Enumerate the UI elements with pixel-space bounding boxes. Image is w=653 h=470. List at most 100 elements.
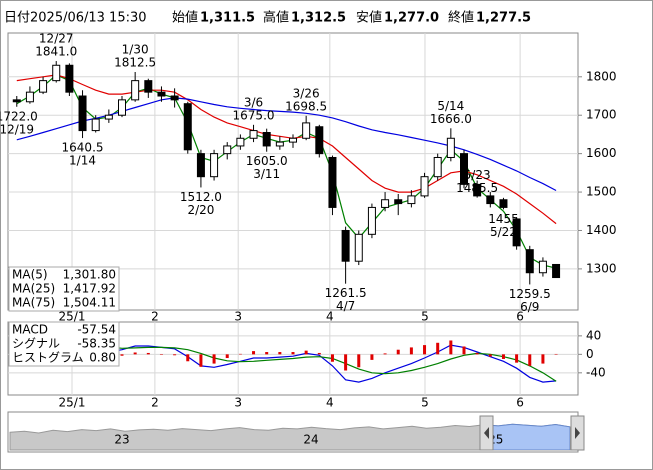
histogram-bar — [436, 342, 440, 355]
x-tick-label: 4 — [326, 310, 334, 324]
navigator-label: 24 — [303, 433, 318, 447]
x-tick-label: 6 — [516, 310, 524, 324]
y-tick-label: -40 — [586, 365, 606, 379]
histogram-bar — [383, 353, 387, 355]
annotation-date: 1/30 — [122, 42, 149, 56]
annotation-value: 1605.0 — [246, 154, 288, 168]
candle-body — [91, 118, 100, 132]
annotation-value: 1455 — [488, 212, 519, 226]
candle-body — [210, 153, 219, 178]
legend-name: MA(5) — [12, 268, 48, 282]
histogram-bar — [146, 352, 150, 355]
ohlc-value: 1,277.0 — [384, 11, 439, 26]
candle-body — [446, 137, 455, 158]
histogram-bar — [278, 352, 282, 355]
candle-body — [552, 263, 561, 279]
candle-body — [394, 199, 403, 205]
x-tick-label: 3 — [234, 310, 242, 324]
candle-body — [538, 260, 547, 274]
y-tick-label: 40 — [586, 328, 601, 342]
candle-body — [131, 80, 140, 101]
candle-body — [275, 141, 284, 147]
legend-value: -58.35 — [77, 337, 116, 351]
annotation-value: 1512.0 — [180, 190, 222, 204]
y-tick-label: 1800 — [586, 69, 617, 83]
candle-body — [249, 130, 258, 139]
candle-body — [65, 64, 74, 93]
ohlc-label: 安値 — [356, 10, 382, 26]
x-tick-label: 25/1 — [59, 310, 86, 324]
histogram-bar — [252, 351, 256, 355]
histogram-bar — [212, 354, 216, 364]
legend-value: 1,417.92 — [63, 282, 116, 296]
candle-body — [473, 183, 482, 197]
candle-body — [25, 91, 34, 103]
candle-body — [196, 153, 205, 178]
legend-name: MA(75) — [12, 296, 55, 310]
annotation-value: 1722.0 — [0, 109, 38, 123]
candle-body — [525, 249, 534, 274]
candle-body — [354, 233, 363, 262]
candle-body — [381, 199, 390, 208]
histogram-bar — [199, 354, 203, 367]
x-tick-label: 2 — [151, 396, 159, 410]
annotation-date: 5/23 — [464, 168, 491, 182]
arrow — [484, 427, 489, 439]
candle-body — [486, 195, 495, 205]
histogram-bar — [173, 354, 177, 356]
x-tick-label: 3 — [234, 396, 242, 410]
ohlc-value: 1,311.5 — [200, 11, 255, 26]
x-tick-label: 6 — [516, 396, 524, 410]
annotation-date: 2/20 — [187, 203, 214, 217]
candle-body — [157, 91, 166, 97]
legend-box — [8, 266, 120, 312]
annotation-value: 1485.5 — [456, 181, 498, 195]
legend-name: MACD — [12, 323, 48, 337]
candle-body — [302, 122, 311, 139]
annotation-date: 3/11 — [253, 167, 280, 181]
histogram-bar — [159, 354, 163, 355]
y-tick-label: 1400 — [586, 223, 617, 237]
candle-body — [367, 206, 376, 235]
annotation-date: 5/14 — [437, 99, 464, 113]
annotation-date: 12/27 — [39, 32, 74, 46]
arrow — [575, 427, 580, 439]
candle-body — [39, 80, 48, 93]
annotation-date: 3/26 — [293, 86, 320, 100]
candle-body — [170, 95, 179, 101]
annotation-value: 1259.5 — [509, 287, 551, 301]
candle-body — [183, 103, 192, 151]
y-tick-label: 1500 — [586, 185, 617, 199]
histogram-bar — [370, 354, 374, 360]
candle-body — [52, 64, 61, 82]
x-tick-label: 2 — [151, 310, 159, 324]
legend-name: シグナル — [12, 337, 60, 351]
histogram-bar — [409, 347, 413, 355]
histogram-bar — [501, 354, 505, 359]
legend-value: 1,301.80 — [63, 268, 116, 282]
histogram-bar — [449, 340, 453, 355]
candle-body — [407, 195, 416, 205]
nav-buttons[interactable] — [479, 415, 585, 451]
histogram-bar — [423, 345, 427, 355]
x-tick-label: 5 — [421, 310, 429, 324]
price-panel — [7, 32, 579, 311]
histogram-bar — [317, 352, 321, 355]
ohlc-label: 高値 — [263, 10, 289, 26]
histogram-bar — [475, 352, 479, 355]
candle-body — [262, 132, 271, 147]
ohlc-label: 始値 — [172, 10, 198, 26]
annotation-value: 1841.0 — [35, 45, 77, 59]
y-tick-label: 1600 — [586, 146, 617, 160]
annotation-date: 5/22 — [490, 225, 517, 239]
histogram-bar — [488, 354, 492, 357]
histogram-bar — [396, 349, 400, 355]
candle-body — [315, 126, 324, 155]
histogram-bar — [133, 352, 137, 355]
y-tick-label: 1700 — [586, 108, 617, 122]
navigator-label: 23 — [114, 433, 129, 447]
histogram-bar — [554, 353, 558, 355]
candle-body — [144, 80, 153, 93]
date: 2025/06/13 15:30 — [30, 11, 147, 26]
